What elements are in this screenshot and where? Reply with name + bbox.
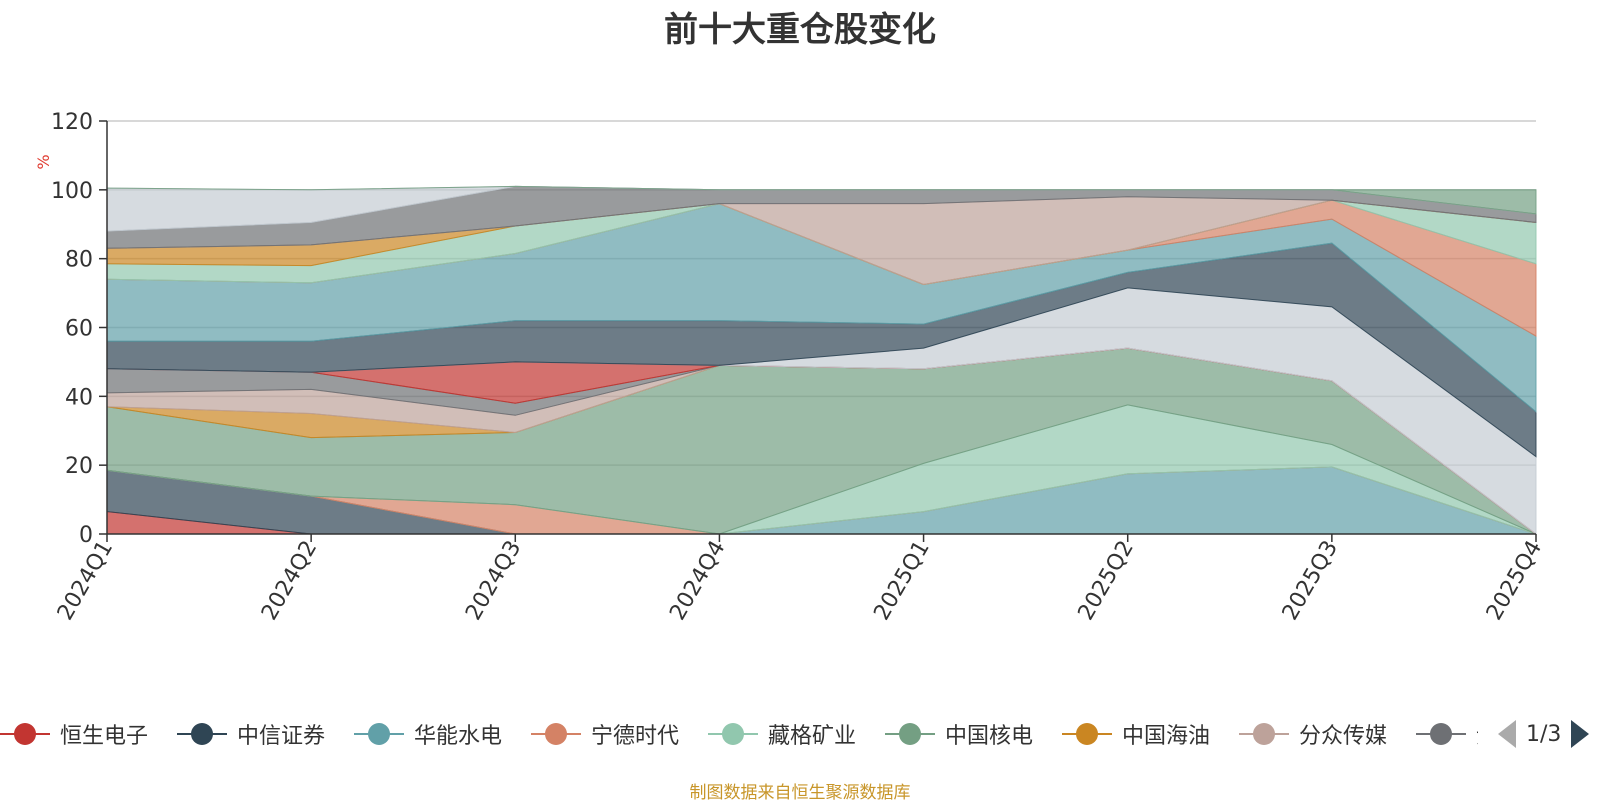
legend: 恒生电子 中信证券 华能水电 宁德时代 藏格矿业 中国核电 中国海油 分众传媒 紫金矿业 <box>0 714 1478 754</box>
legend-item[interactable]: 紫金矿业 <box>1416 714 1478 754</box>
legend-item[interactable]: 藏格矿业 <box>708 714 856 754</box>
x-tick-label: 2025Q2 <box>1074 537 1139 625</box>
y-tick-label: 120 <box>51 110 93 135</box>
legend-label: 藏格矿业 <box>768 724 857 749</box>
legend-swatch-icon <box>354 714 404 754</box>
legend-item[interactable]: 中国核电 <box>885 714 1033 754</box>
legend-item[interactable]: 分众传媒 <box>1239 714 1387 754</box>
chart-title: 前十大重仓股变化 <box>664 10 936 50</box>
series-area <box>106 185 1537 215</box>
legend-page-indicator: 1/3 <box>1526 721 1562 747</box>
legend-label: 华能水电 <box>414 724 503 749</box>
x-tick-label: 2024Q4 <box>665 537 730 625</box>
legend-swatch-icon <box>1062 714 1112 754</box>
legend-label: 中信证券 <box>237 724 326 749</box>
legend-label: 宁德时代 <box>591 724 680 749</box>
y-tick-label: 40 <box>65 385 93 410</box>
y-tick-label: 80 <box>65 248 93 273</box>
chart-plot: 0 20 40 60 80 100 120% 2024Q1 2024Q2 2024Q3 2024Q4… <box>34 110 1547 625</box>
legend-swatch-icon <box>531 714 581 754</box>
x-tick-label: 2024Q2 <box>257 537 322 625</box>
legend-item[interactable]: 宁德时代 <box>531 714 679 754</box>
legend-label: 恒生电子 <box>60 724 149 749</box>
legend-swatch-icon <box>1239 714 1289 754</box>
x-tick-label: 2025Q4 <box>1482 537 1547 625</box>
legend-item[interactable]: 华能水电 <box>354 714 502 754</box>
x-tick-label: 2025Q1 <box>869 537 934 625</box>
x-tick-label: 2024Q1 <box>53 537 118 625</box>
legend-swatch-icon <box>708 714 758 754</box>
x-tick-label: 2024Q3 <box>461 537 526 625</box>
legend-pager: 1/3 <box>1498 714 1600 754</box>
legend-swatch-icon <box>885 714 935 754</box>
y-tick-label: 60 <box>65 317 93 342</box>
legend-swatch-icon <box>177 714 227 754</box>
y-tick-label: 100 <box>51 179 93 204</box>
source-note: 制图数据来自恒生聚源数据库 <box>689 783 911 803</box>
legend-swatch-icon <box>1416 714 1466 754</box>
legend-prev-page-button[interactable] <box>1498 720 1516 748</box>
legend-label: 中国核电 <box>945 724 1034 749</box>
legend-label: 中国海油 <box>1122 724 1211 749</box>
y-axis-label: % <box>34 154 53 169</box>
y-tick-label: 20 <box>65 454 93 479</box>
y-tick-label: 0 <box>79 523 93 548</box>
legend-label: 分众传媒 <box>1299 724 1388 749</box>
x-tick-label: 2025Q3 <box>1278 537 1343 625</box>
legend-item[interactable]: 中国海油 <box>1062 714 1210 754</box>
legend-label: 紫金矿业 <box>1476 718 1478 750</box>
legend-item[interactable]: 恒生电子 <box>0 714 148 754</box>
legend-item[interactable]: 中信证券 <box>177 714 325 754</box>
legend-next-page-button[interactable] <box>1571 720 1590 748</box>
legend-swatch-icon <box>0 714 50 754</box>
